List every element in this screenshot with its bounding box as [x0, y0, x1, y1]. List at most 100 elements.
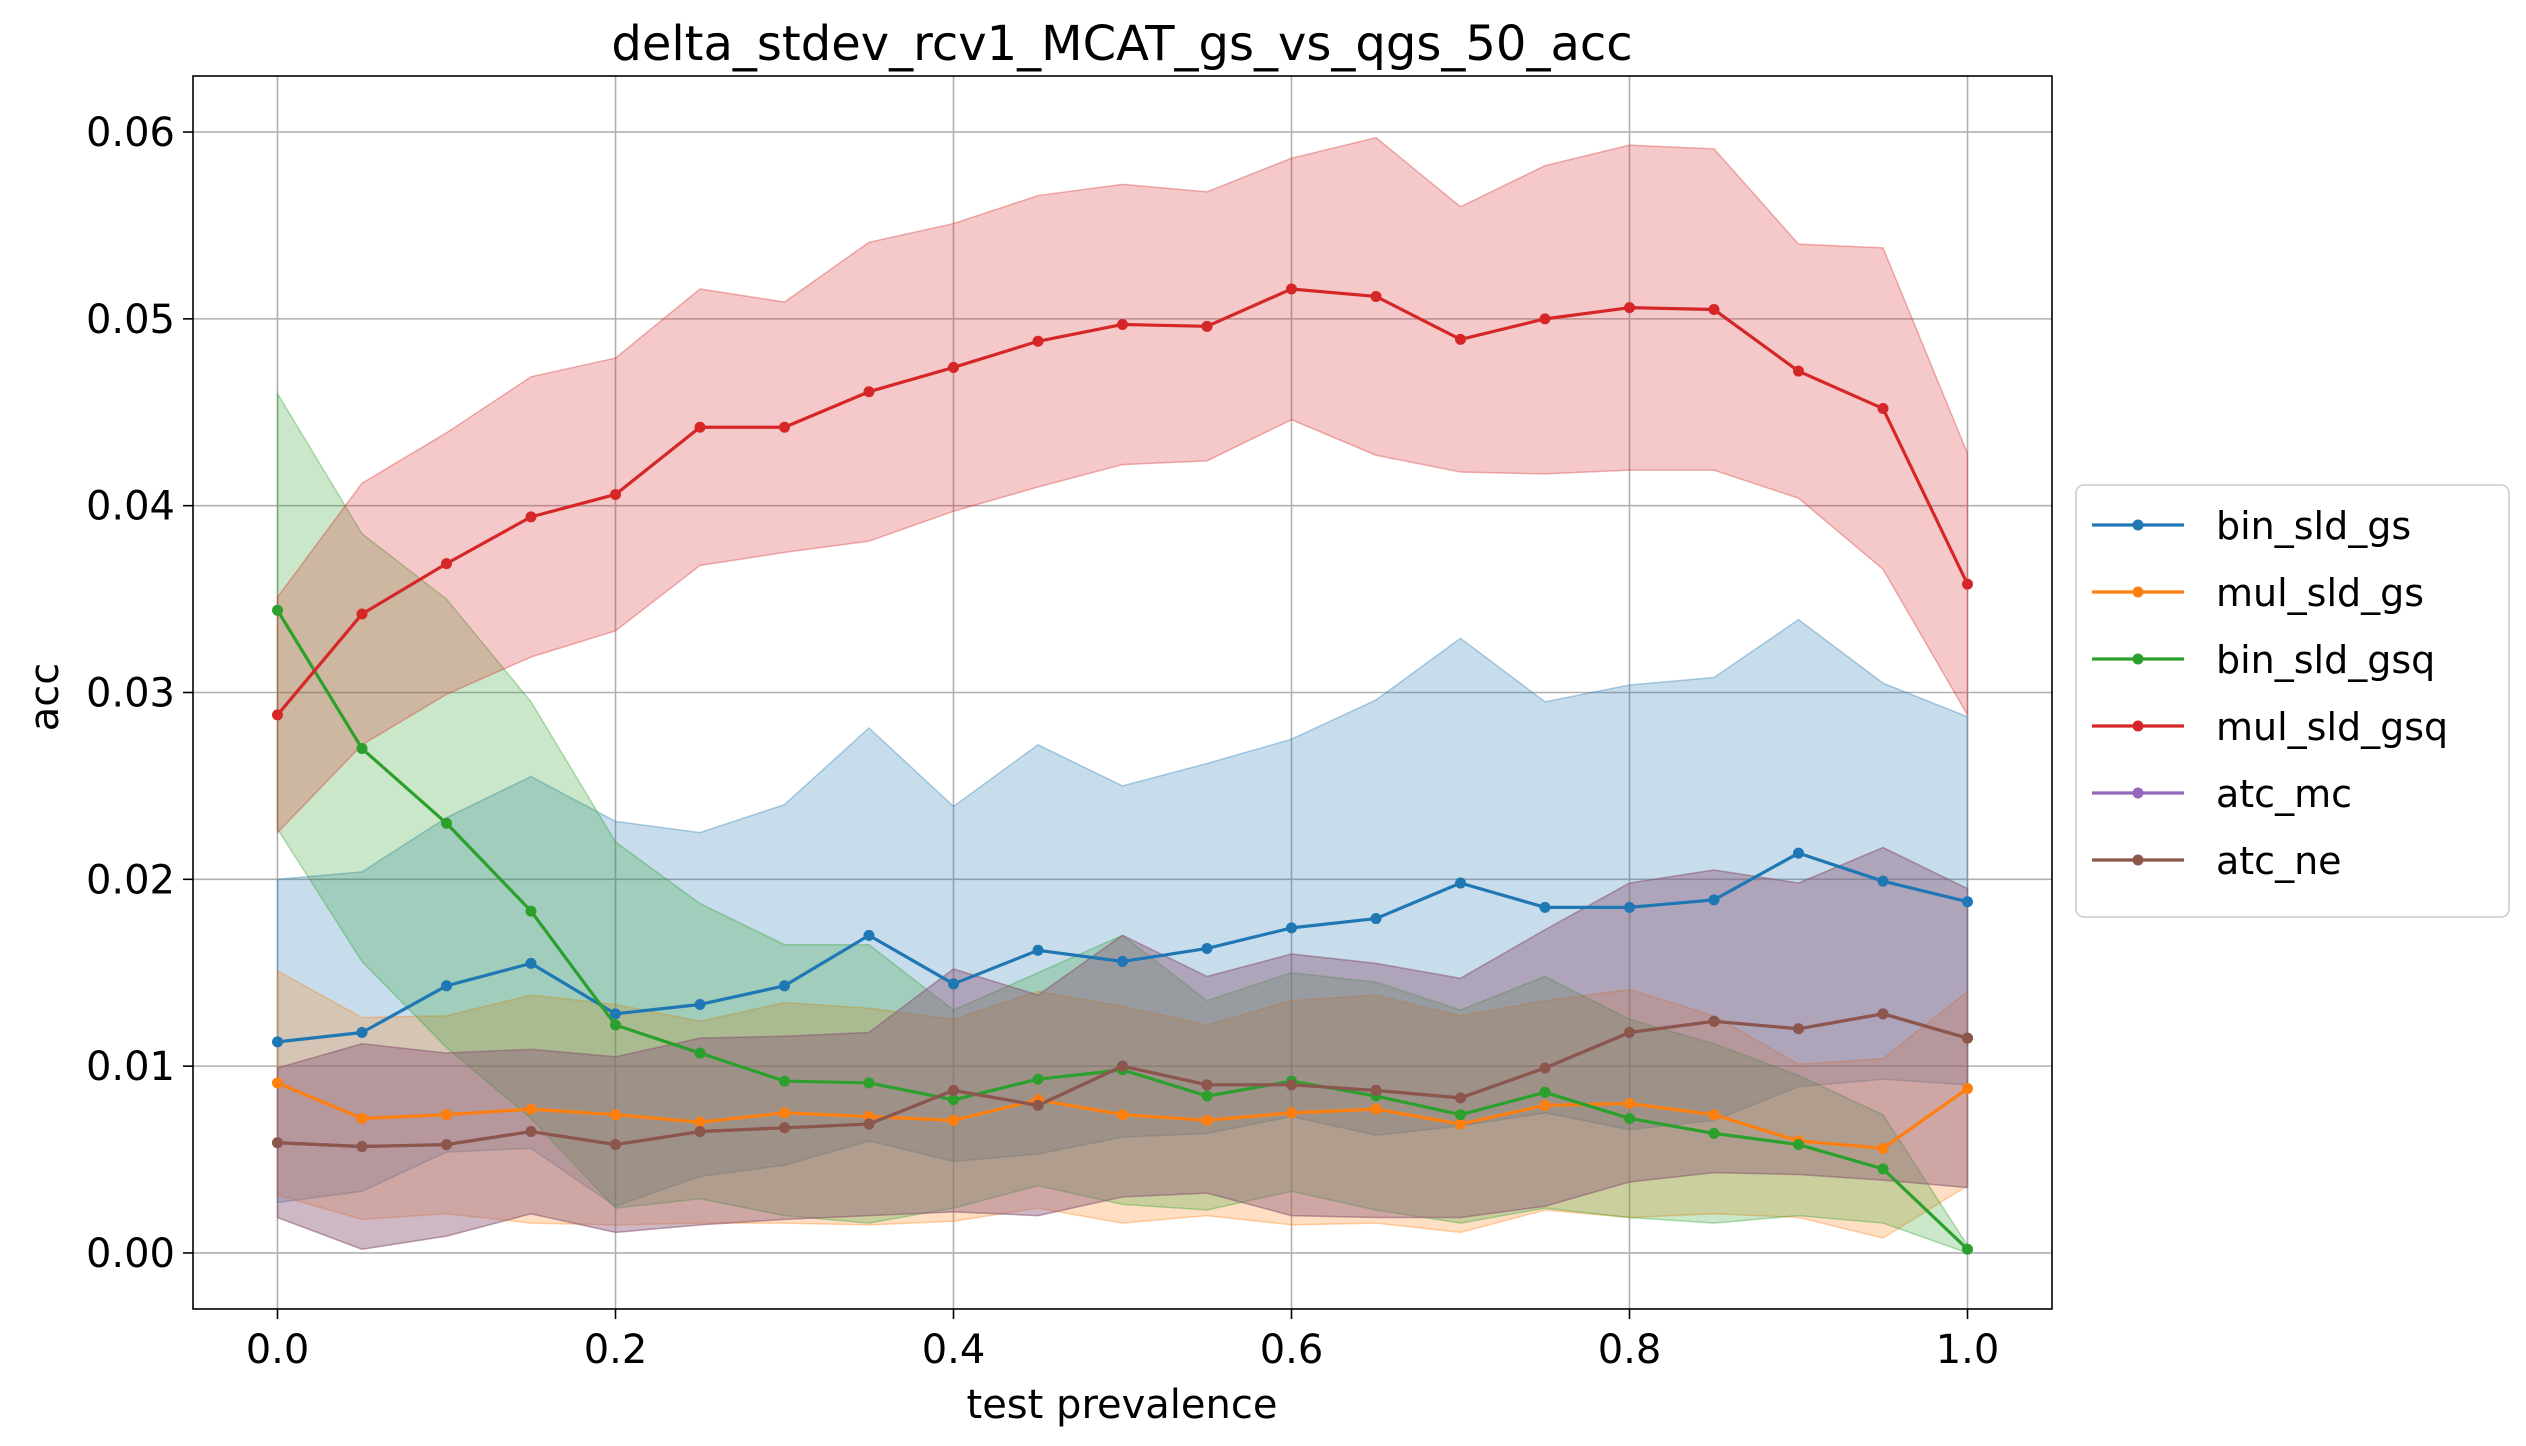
- point-mul_sld_gsq-19: [1877, 403, 1889, 415]
- x-tick-label-4: 0.8: [1598, 1327, 1662, 1373]
- point-atc_ne-1: [356, 1140, 368, 1152]
- x-tick-label-1: 0.2: [584, 1327, 648, 1373]
- legend-marker-bin_sld_gsq: [2132, 653, 2144, 665]
- y-ticks: 0.00 0.01 0.02 0.03 0.04 0.05 0.06: [86, 110, 193, 1277]
- point-atc_ne-0: [272, 1137, 283, 1149]
- point-bin_sld_gsq-6: [779, 1075, 790, 1087]
- point-mul_sld_gsq-11: [1201, 320, 1213, 332]
- point-atc_ne-8: [948, 1084, 959, 1096]
- point-bin_sld_gs-8: [948, 978, 959, 990]
- legend-marker-atc_ne: [2132, 854, 2144, 866]
- point-bin_sld_gsq-5: [694, 1047, 706, 1059]
- point-bin_sld_gs-14: [1455, 877, 1466, 889]
- point-mul_sld_gs-10: [1117, 1109, 1128, 1121]
- point-bin_sld_gs-1: [356, 1027, 368, 1039]
- point-bin_sld_gs-2: [441, 980, 452, 992]
- point-bin_sld_gsq-16: [1624, 1112, 1635, 1124]
- point-bin_sld_gsq-18: [1793, 1139, 1804, 1151]
- point-mul_sld_gs-2: [441, 1109, 452, 1121]
- x-tick-label-0: 0.0: [246, 1327, 310, 1373]
- y-axis-label: acc: [22, 663, 68, 732]
- point-bin_sld_gs-4: [610, 1008, 621, 1020]
- point-atc_ne-10: [1117, 1060, 1128, 1072]
- point-mul_sld_gs-15: [1539, 1099, 1551, 1111]
- x-ticks: 0.0 0.2 0.4 0.6 0.8 1.0: [246, 1309, 1999, 1373]
- point-mul_sld_gsq-16: [1624, 302, 1635, 314]
- legend: bin_sld_gs mul_sld_gs bin_sld_gsq mul_sld_g…: [2075, 484, 2510, 918]
- point-bin_sld_gsq-9: [1032, 1073, 1044, 1085]
- point-atc_ne-7: [863, 1118, 875, 1130]
- point-mul_sld_gs-1: [356, 1112, 368, 1124]
- point-mul_sld_gs-8: [948, 1114, 959, 1126]
- point-mul_sld_gsq-4: [610, 488, 621, 500]
- point-mul_sld_gs-6: [779, 1107, 790, 1119]
- point-mul_sld_gsq-0: [272, 709, 283, 721]
- point-bin_sld_gsq-0: [272, 604, 283, 616]
- point-bin_sld_gs-10: [1117, 956, 1128, 968]
- point-bin_sld_gsq-8: [948, 1094, 959, 1106]
- y-tick-label-0: 0.00: [86, 1231, 175, 1277]
- point-bin_sld_gsq-15: [1539, 1086, 1551, 1098]
- legend-frame: [2075, 484, 2510, 918]
- point-mul_sld_gs-14: [1455, 1118, 1466, 1130]
- point-bin_sld_gsq-17: [1708, 1127, 1720, 1139]
- legend-label-mul_sld_gs: mul_sld_gs: [2216, 571, 2424, 615]
- point-atc_ne-5: [694, 1126, 706, 1138]
- point-mul_sld_gsq-20: [1962, 578, 1973, 590]
- point-mul_sld_gsq-12: [1286, 283, 1297, 295]
- point-bin_sld_gsq-14: [1455, 1109, 1466, 1121]
- point-atc_ne-16: [1624, 1027, 1635, 1039]
- point-bin_sld_gs-19: [1877, 875, 1889, 887]
- band-mul_sld_gs: [276, 969, 1969, 1239]
- point-atc_ne-15: [1539, 1062, 1551, 1074]
- point-atc_ne-4: [610, 1139, 621, 1151]
- point-mul_sld_gsq-9: [1032, 335, 1044, 347]
- point-bin_sld_gs-3: [525, 957, 537, 969]
- point-bin_sld_gsq-11: [1201, 1090, 1213, 1102]
- point-atc_ne-19: [1877, 1008, 1889, 1020]
- point-bin_sld_gsq-20: [1962, 1243, 1973, 1255]
- point-mul_sld_gsq-15: [1539, 313, 1551, 325]
- point-bin_sld_gsq-4: [610, 1019, 621, 1031]
- y-tick-label-3: 0.03: [86, 671, 175, 717]
- point-atc_ne-14: [1455, 1092, 1466, 1104]
- point-bin_sld_gsq-7: [863, 1077, 875, 1089]
- point-mul_sld_gs-17: [1708, 1109, 1720, 1121]
- point-mul_sld_gs-11: [1201, 1114, 1213, 1126]
- legend-marker-mul_sld_gsq: [2132, 720, 2144, 732]
- point-mul_sld_gs-13: [1370, 1103, 1382, 1115]
- chart-title: delta_stdev_rcv1_MCAT_gs_vs_qgs_50_acc: [611, 16, 1632, 72]
- point-atc_ne-9: [1032, 1099, 1044, 1111]
- point-bin_sld_gs-7: [863, 929, 875, 941]
- point-mul_sld_gsq-18: [1793, 365, 1804, 377]
- y-tick-label-1: 0.01: [86, 1044, 175, 1090]
- point-mul_sld_gs-20: [1962, 1083, 1973, 1095]
- legend-marker-bin_sld_gs: [2132, 519, 2144, 531]
- legend-label-bin_sld_gsq: bin_sld_gsq: [2216, 638, 2435, 682]
- legend-label-atc_ne: atc_ne: [2216, 839, 2342, 883]
- point-atc_ne-18: [1793, 1023, 1804, 1035]
- point-atc_ne-2: [441, 1139, 452, 1151]
- point-atc_ne-6: [779, 1122, 790, 1134]
- point-mul_sld_gsq-2: [441, 558, 452, 570]
- point-bin_sld_gs-5: [694, 998, 706, 1010]
- point-mul_sld_gsq-6: [779, 421, 790, 433]
- point-mul_sld_gsq-5: [694, 421, 706, 433]
- std-bands: [276, 136, 1969, 1255]
- point-mul_sld_gsq-7: [863, 386, 875, 398]
- point-bin_sld_gs-0: [272, 1036, 283, 1048]
- y-tick-label-2: 0.02: [86, 857, 175, 903]
- point-bin_sld_gs-17: [1708, 894, 1720, 906]
- legend-marker-atc_mc: [2132, 787, 2144, 799]
- point-bin_sld_gs-6: [779, 980, 790, 992]
- legend-label-atc_mc: atc_mc: [2216, 772, 2352, 816]
- point-mul_sld_gs-5: [694, 1116, 706, 1128]
- point-atc_ne-20: [1962, 1032, 1973, 1044]
- point-atc_ne-3: [525, 1126, 537, 1138]
- point-mul_sld_gsq-3: [525, 511, 537, 523]
- point-mul_sld_gsq-10: [1117, 318, 1128, 330]
- band-atc_ne: [276, 846, 1969, 1250]
- band-atc_mc: [276, 846, 1969, 1250]
- point-bin_sld_gsq-1: [356, 743, 368, 755]
